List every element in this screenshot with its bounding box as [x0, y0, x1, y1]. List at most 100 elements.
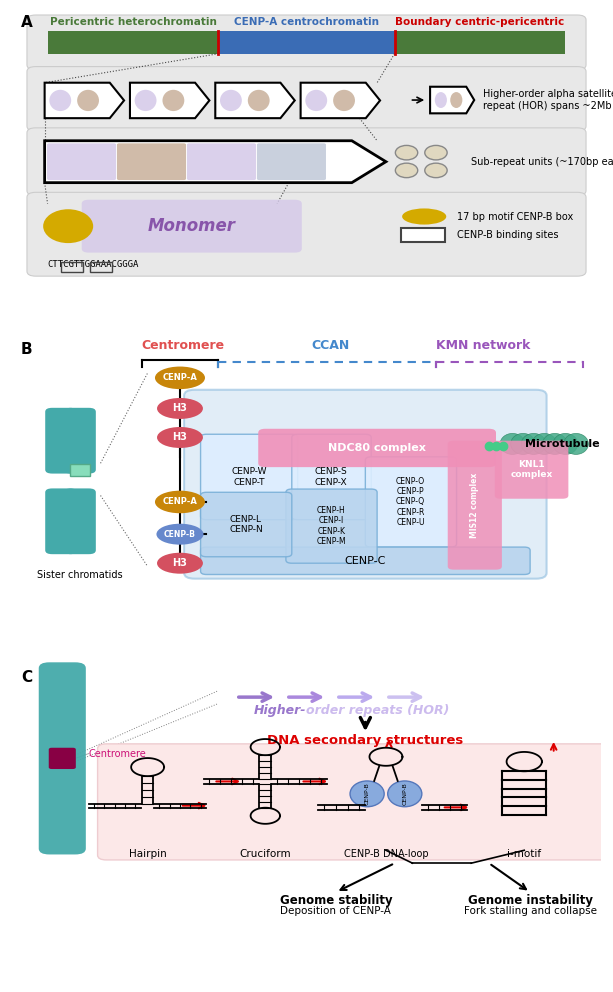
Text: Genome instability: Genome instability: [468, 894, 593, 907]
Ellipse shape: [425, 146, 447, 160]
FancyBboxPatch shape: [365, 456, 457, 548]
Text: CCAN: CCAN: [311, 339, 349, 352]
Text: order repeats (HOR): order repeats (HOR): [306, 703, 450, 716]
Text: CTTCGTTGGAAACGGGA: CTTCGTTGGAAACGGGA: [48, 260, 139, 270]
FancyBboxPatch shape: [286, 489, 377, 563]
Ellipse shape: [49, 90, 71, 111]
Ellipse shape: [511, 434, 535, 454]
Ellipse shape: [333, 90, 355, 111]
FancyBboxPatch shape: [187, 143, 256, 181]
Text: Monomer: Monomer: [148, 217, 236, 235]
Ellipse shape: [395, 146, 417, 160]
Text: H3: H3: [172, 558, 188, 568]
Text: repeat (HOR) spans ~2Mb: repeat (HOR) spans ~2Mb: [483, 101, 612, 111]
FancyBboxPatch shape: [200, 492, 292, 557]
FancyBboxPatch shape: [27, 15, 586, 69]
Text: i-motif: i-motif: [507, 848, 541, 859]
FancyBboxPatch shape: [47, 143, 116, 181]
Text: CENP-H
CENP-I
CENP-K
CENP-M: CENP-H CENP-I CENP-K CENP-M: [316, 506, 346, 547]
Text: CENP-A: CENP-A: [162, 373, 197, 382]
Text: CENP-S
CENP-X: CENP-S CENP-X: [315, 467, 348, 487]
Text: KMN network: KMN network: [436, 339, 530, 352]
Ellipse shape: [156, 524, 204, 545]
Polygon shape: [300, 82, 380, 118]
Polygon shape: [130, 82, 210, 118]
Ellipse shape: [155, 367, 205, 389]
Ellipse shape: [350, 781, 384, 806]
Text: Higher-order alpha satellite: Higher-order alpha satellite: [483, 88, 613, 98]
Ellipse shape: [521, 434, 546, 454]
Polygon shape: [45, 141, 386, 183]
FancyBboxPatch shape: [45, 488, 77, 555]
FancyBboxPatch shape: [82, 199, 302, 253]
FancyBboxPatch shape: [257, 143, 326, 181]
FancyBboxPatch shape: [292, 434, 371, 520]
Text: H3: H3: [172, 433, 188, 442]
Ellipse shape: [43, 209, 93, 243]
Text: Deposition of CENP-A: Deposition of CENP-A: [281, 906, 391, 916]
FancyBboxPatch shape: [70, 464, 90, 476]
Ellipse shape: [450, 92, 462, 108]
Ellipse shape: [155, 491, 205, 513]
Ellipse shape: [157, 398, 203, 419]
Polygon shape: [215, 82, 295, 118]
Text: 17 bp motif CENP-B box: 17 bp motif CENP-B box: [457, 211, 573, 221]
Text: CENP-W
CENP-T: CENP-W CENP-T: [231, 467, 267, 487]
Ellipse shape: [248, 90, 270, 111]
FancyBboxPatch shape: [447, 440, 502, 569]
FancyBboxPatch shape: [27, 192, 586, 276]
Text: Hairpin: Hairpin: [129, 848, 167, 859]
Polygon shape: [45, 82, 124, 118]
FancyBboxPatch shape: [258, 429, 496, 467]
Ellipse shape: [402, 208, 446, 224]
Ellipse shape: [553, 434, 578, 454]
Text: B: B: [21, 342, 32, 357]
Text: Centromere: Centromere: [142, 339, 224, 352]
Polygon shape: [430, 86, 474, 113]
FancyBboxPatch shape: [64, 488, 96, 555]
Ellipse shape: [395, 163, 417, 178]
Ellipse shape: [135, 90, 156, 111]
Text: Sub-repeat units (~170bp each): Sub-repeat units (~170bp each): [471, 157, 613, 167]
Text: MIS12 complex: MIS12 complex: [470, 472, 479, 538]
Ellipse shape: [564, 434, 588, 454]
Ellipse shape: [435, 92, 447, 108]
Text: Genome stability: Genome stability: [280, 894, 392, 907]
Ellipse shape: [532, 434, 557, 454]
Text: CENP-C: CENP-C: [345, 556, 386, 566]
Text: NDC80 complex: NDC80 complex: [328, 443, 426, 453]
FancyBboxPatch shape: [200, 548, 530, 574]
Text: CENP-B: CENP-B: [365, 783, 370, 806]
FancyBboxPatch shape: [45, 408, 77, 473]
Text: Sister chromatids: Sister chromatids: [37, 569, 123, 579]
Text: Pericentric heterochromatin: Pericentric heterochromatin: [50, 17, 216, 27]
Ellipse shape: [162, 90, 185, 111]
FancyBboxPatch shape: [27, 128, 586, 195]
FancyBboxPatch shape: [39, 663, 86, 854]
Ellipse shape: [305, 90, 327, 111]
Text: CENP-B DNA-loop: CENP-B DNA-loop: [344, 848, 428, 859]
Text: Fork stalling and collapse: Fork stalling and collapse: [463, 906, 596, 916]
Text: CENP-L
CENP-N: CENP-L CENP-N: [229, 515, 263, 535]
Ellipse shape: [500, 434, 525, 454]
Text: Centromere: Centromere: [89, 749, 147, 759]
FancyBboxPatch shape: [64, 408, 96, 473]
FancyBboxPatch shape: [117, 143, 186, 181]
Ellipse shape: [157, 427, 203, 448]
FancyBboxPatch shape: [48, 31, 565, 54]
Text: KNL1
complex: KNL1 complex: [510, 460, 552, 479]
Text: Cruciform: Cruciform: [240, 848, 291, 859]
Text: DNA secondary structures: DNA secondary structures: [267, 734, 463, 747]
FancyBboxPatch shape: [27, 66, 586, 131]
Text: Boundary centric-pericentric: Boundary centric-pericentric: [395, 17, 565, 27]
FancyBboxPatch shape: [49, 748, 76, 769]
Ellipse shape: [425, 163, 447, 178]
FancyBboxPatch shape: [218, 31, 395, 54]
Text: CENP-O
CENP-P
CENP-Q
CENP-R
CENP-U: CENP-O CENP-P CENP-Q CENP-R CENP-U: [396, 476, 425, 528]
FancyBboxPatch shape: [495, 440, 568, 499]
Text: CENP-B: CENP-B: [164, 530, 196, 539]
FancyBboxPatch shape: [401, 228, 445, 242]
Text: CENP-B: CENP-B: [402, 783, 407, 806]
Ellipse shape: [77, 90, 99, 111]
Text: CENP-A: CENP-A: [162, 497, 197, 507]
